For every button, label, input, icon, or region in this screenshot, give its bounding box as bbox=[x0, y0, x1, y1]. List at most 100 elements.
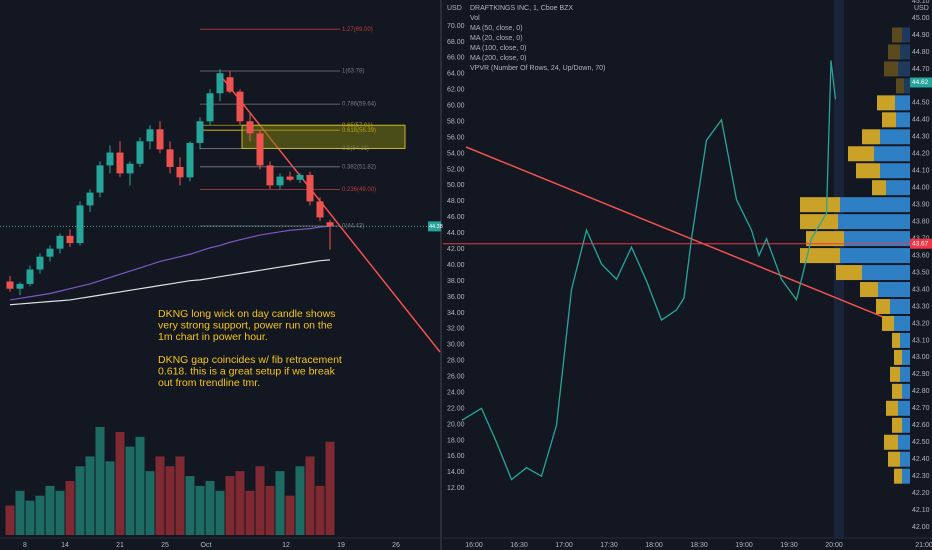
vpvr-up bbox=[874, 146, 910, 162]
volume-bar bbox=[45, 485, 55, 535]
y-tick-label: 34.00 bbox=[447, 310, 465, 317]
y-tick-label: 12.00 bbox=[447, 485, 465, 492]
candle-body bbox=[96, 165, 104, 193]
volume-bar bbox=[295, 466, 305, 535]
vpvr-up bbox=[840, 197, 910, 213]
y-tick-label: 45.00 bbox=[912, 15, 930, 22]
volume-bar bbox=[145, 471, 155, 535]
volume-bar bbox=[25, 500, 35, 535]
candle-body bbox=[306, 174, 314, 202]
legend-line: MA (20, close, 0) bbox=[470, 35, 523, 42]
y-tick-label: 66.00 bbox=[447, 55, 465, 62]
y-tick-label: 26.00 bbox=[447, 374, 465, 381]
candle-body bbox=[26, 269, 34, 284]
x-tick-label: 16:30 bbox=[510, 542, 528, 549]
y-tick-label: 58.00 bbox=[447, 118, 465, 125]
note-line: very strong support, power run on the bbox=[158, 319, 333, 331]
y-tick-label: 28.00 bbox=[447, 358, 465, 365]
y-tick-label: 44.00 bbox=[447, 230, 465, 237]
volume-bar bbox=[245, 490, 255, 535]
vpvr-down bbox=[800, 197, 840, 213]
y-tick-label: 42.20 bbox=[912, 490, 930, 497]
y-tick-label: 38.00 bbox=[447, 278, 465, 285]
candle-body bbox=[6, 281, 14, 289]
volume-bar bbox=[15, 490, 25, 535]
x-tick-label: 14 bbox=[61, 542, 69, 549]
x-tick-label: 17:30 bbox=[600, 542, 618, 549]
y-tick-label: 40.00 bbox=[447, 262, 465, 269]
legend-line: MA (200, close, 0) bbox=[470, 55, 526, 62]
vpvr-down bbox=[888, 451, 900, 467]
x-tick-label: 19:30 bbox=[780, 542, 798, 549]
vpvr-down bbox=[892, 417, 902, 433]
volume-bar bbox=[305, 456, 315, 535]
y-tick-label: 50.00 bbox=[447, 182, 465, 189]
volume-bar bbox=[285, 495, 295, 535]
y-tick-label: 42.30 bbox=[912, 473, 930, 480]
left-trendline bbox=[219, 74, 441, 353]
last-tag-label: 44.62 bbox=[912, 79, 929, 86]
vpvr-up bbox=[844, 231, 910, 247]
volume-bar bbox=[175, 456, 185, 535]
volume-bar bbox=[105, 461, 115, 535]
volume-bar bbox=[165, 466, 175, 535]
candle-body bbox=[136, 141, 144, 164]
y-tick-label: 43.10 bbox=[912, 337, 930, 344]
y-tick-label: 70.00 bbox=[447, 23, 465, 30]
vpvr-down bbox=[882, 112, 896, 128]
volume-bar bbox=[55, 490, 65, 535]
vpvr-down bbox=[892, 27, 902, 43]
y-tick-label: 46.00 bbox=[447, 214, 465, 221]
note-line: 0.618. this is a great setup if we break bbox=[158, 365, 336, 377]
note-line: DKNG gap coincides w/ fib retracement bbox=[158, 354, 342, 366]
candle-body bbox=[206, 93, 214, 122]
moving-average bbox=[9, 259, 331, 306]
y-tick-label: 43.80 bbox=[912, 218, 930, 225]
vpvr-up bbox=[898, 400, 910, 416]
y-tick-label: 43.40 bbox=[912, 286, 930, 293]
volume-bar bbox=[5, 505, 15, 535]
note-line: DKNG long wick on day candle shows bbox=[158, 308, 335, 320]
volume-bar bbox=[215, 490, 225, 535]
candle-body bbox=[36, 256, 44, 270]
legend-line: DRAFTKINGS INC, 1, Cboe BZX bbox=[470, 5, 573, 12]
y-tick-label: 44.00 bbox=[912, 185, 930, 192]
vpvr-down bbox=[872, 180, 886, 196]
candle-body bbox=[196, 121, 204, 143]
volume-bar bbox=[35, 495, 45, 535]
vpvr-up bbox=[902, 468, 910, 484]
vpvr-down bbox=[884, 434, 898, 450]
candle-body bbox=[326, 222, 334, 227]
candle-body bbox=[16, 283, 24, 289]
candle-body bbox=[146, 129, 154, 142]
fib-label: 0.5(54.11) bbox=[342, 146, 369, 152]
volume-bar bbox=[115, 431, 125, 535]
y-tick-label: 42.50 bbox=[912, 439, 930, 446]
currency: USD bbox=[447, 5, 462, 12]
vpvr-up bbox=[902, 417, 910, 433]
y-tick-label: 60.00 bbox=[447, 103, 465, 110]
candle-body bbox=[276, 176, 284, 186]
volume-bar bbox=[235, 471, 245, 535]
y-tick-label: 48.00 bbox=[447, 198, 465, 205]
vpvr-down bbox=[800, 248, 840, 264]
volume-bar bbox=[225, 476, 235, 535]
candle-body bbox=[176, 166, 184, 178]
x-tick-label: 16:00 bbox=[465, 542, 483, 549]
candle-body bbox=[246, 121, 254, 134]
y-tick-label: 43.90 bbox=[912, 202, 930, 209]
candle-body bbox=[166, 149, 174, 167]
y-tick-label: 43.60 bbox=[912, 252, 930, 259]
volume-bar bbox=[205, 481, 215, 535]
x-tick-label: 19:00 bbox=[735, 542, 753, 549]
fib-label: 0(44.43) bbox=[342, 224, 364, 230]
y-tick-label: 42.80 bbox=[912, 388, 930, 395]
y-tick-label: 32.00 bbox=[447, 326, 465, 333]
fib-label: 0.382(51.82) bbox=[342, 164, 376, 170]
y-tick-label: 22.00 bbox=[447, 405, 465, 412]
x-tick-label: 8 bbox=[23, 542, 27, 549]
y-tick-label: 43.30 bbox=[912, 303, 930, 310]
